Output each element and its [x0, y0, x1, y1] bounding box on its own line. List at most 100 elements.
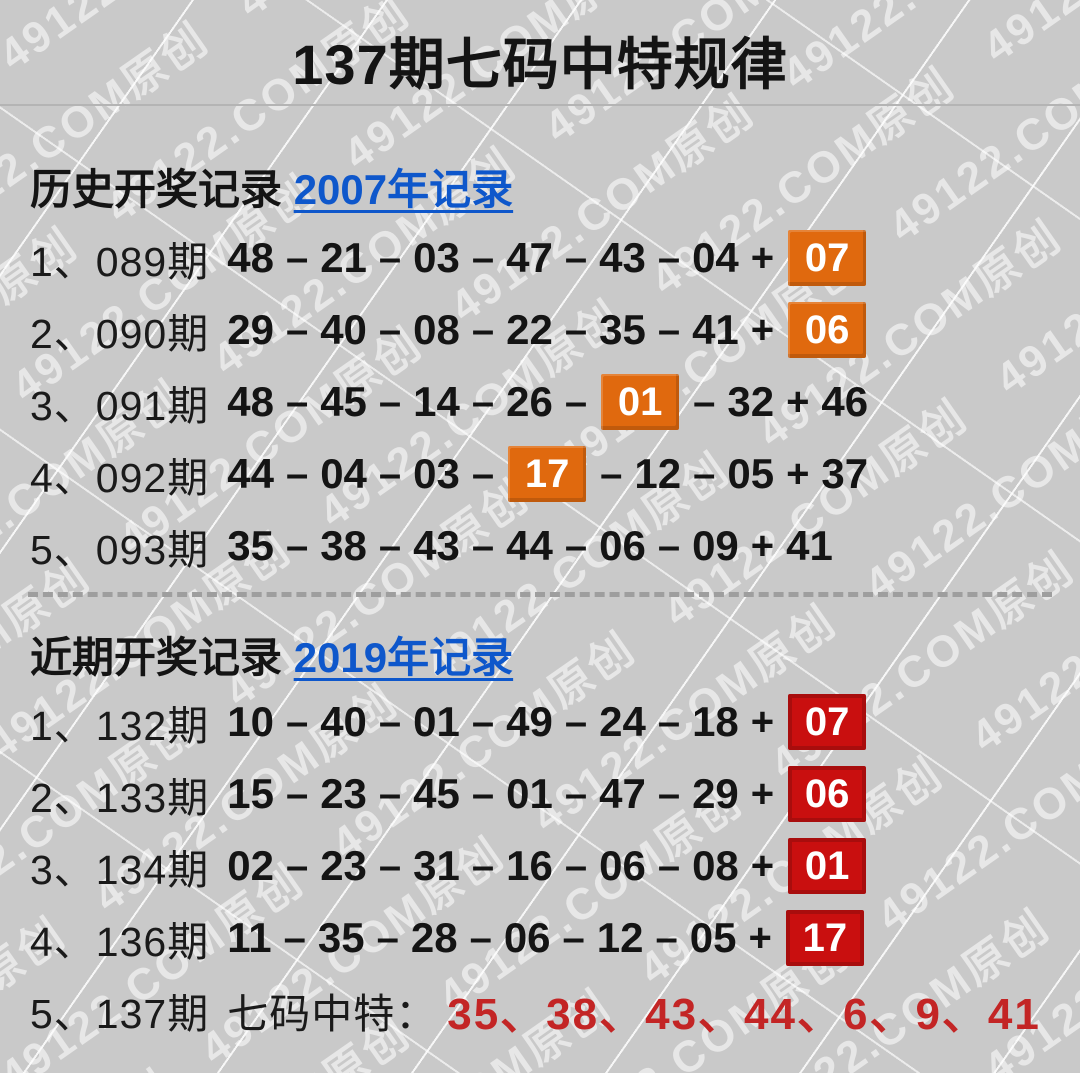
- ball-number: 16: [506, 842, 553, 889]
- separator: –: [471, 523, 495, 568]
- highlighted-number-box: 07: [788, 230, 867, 286]
- ball-number: 35: [599, 306, 646, 353]
- ball-number: 06: [503, 914, 551, 961]
- separator: +: [750, 235, 775, 280]
- separator: +: [786, 451, 810, 496]
- year-2019-link[interactable]: 2019年记录: [293, 634, 514, 681]
- separator: +: [750, 523, 775, 568]
- ball-number: 29: [227, 306, 274, 353]
- separator: –: [471, 379, 495, 424]
- separator: –: [376, 915, 399, 960]
- separator: –: [471, 771, 495, 816]
- highlighted-number-box: 01: [788, 838, 867, 894]
- row-prefix: 2、133期: [30, 775, 210, 821]
- highlighted-number-box: 06: [788, 302, 867, 358]
- page-title: 137期七码中特规律: [292, 33, 788, 96]
- ball-number: 05: [689, 914, 737, 961]
- year-2007-link[interactable]: 2007年记录: [293, 166, 514, 213]
- separator: –: [693, 379, 716, 424]
- ball-number: 02: [227, 842, 274, 889]
- ball-number: 15: [227, 770, 274, 817]
- row-prefix: 3、091期: [30, 383, 210, 429]
- separator: +: [750, 843, 775, 888]
- ball-number: 03: [413, 450, 460, 497]
- highlighted-number-box: 17: [508, 446, 587, 502]
- ball-number: 35: [227, 522, 274, 569]
- row-prefix: 5、093期: [30, 527, 210, 573]
- separator: –: [471, 307, 495, 352]
- ball-number: 45: [413, 770, 460, 817]
- separator: +: [750, 771, 775, 816]
- separator: –: [471, 235, 495, 280]
- separator: –: [693, 451, 716, 496]
- ball-number: 31: [413, 842, 460, 889]
- ball-number: 43: [599, 234, 646, 281]
- highlighted-number-box: 01: [601, 374, 680, 430]
- separator: –: [564, 523, 588, 568]
- separator: –: [285, 307, 309, 352]
- ball-number: 12: [634, 450, 682, 497]
- separator: –: [283, 915, 306, 960]
- row-prefix: 2、090期: [30, 311, 210, 357]
- recent-section-header: 近期开奖记录 2019年记录: [30, 624, 513, 685]
- row-prefix: 4、136期: [30, 919, 210, 965]
- separator: –: [285, 235, 309, 280]
- ball-number: 40: [320, 698, 367, 745]
- separator: –: [657, 843, 681, 888]
- ball-number: 48: [227, 234, 274, 281]
- record-row: 4、092期 44–04–03–17–12–05 +37: [30, 438, 1080, 510]
- ball-number: 35: [317, 914, 365, 961]
- recent-records-list: 1、132期 10–40–01–49–24–18 +07 2、133期 15–23–45…: [30, 686, 1080, 1046]
- ball-number: 47: [506, 234, 553, 281]
- predicted-numbers: 35、38、43、44、6、9、41: [447, 990, 1041, 1039]
- ball-number: 10: [227, 698, 274, 745]
- separator: –: [285, 379, 309, 424]
- ball-number: 04: [320, 450, 367, 497]
- separator: –: [378, 235, 402, 280]
- separator: –: [285, 843, 309, 888]
- separator: –: [378, 451, 402, 496]
- separator: –: [469, 915, 492, 960]
- record-row: 3、134期 02–23–31–16–06–08 +01: [30, 830, 1080, 902]
- record-row: 4、136期 11–35–28–06–12–05 +17: [30, 902, 1080, 974]
- section-divider: [28, 592, 1052, 597]
- separator: +: [750, 699, 775, 744]
- row-prefix: 1、132期: [30, 703, 210, 749]
- ball-number: 01: [413, 698, 460, 745]
- ball-number: 09: [692, 522, 739, 569]
- highlighted-number-box: 07: [788, 694, 867, 750]
- ball-number: 14: [413, 378, 460, 425]
- ball-number: 45: [320, 378, 367, 425]
- separator: +: [748, 915, 772, 960]
- row-prefix: 4、092期: [30, 455, 210, 501]
- separator: +: [786, 379, 810, 424]
- ball-number: 08: [413, 306, 460, 353]
- separator: –: [378, 699, 402, 744]
- ball-number: 11: [227, 914, 272, 961]
- history-section-header: 历史开奖记录 2007年记录: [30, 156, 513, 217]
- ball-number: 41: [692, 306, 739, 353]
- highlighted-number-box: 06: [788, 766, 867, 822]
- separator: –: [378, 771, 402, 816]
- ball-number: 22: [506, 306, 553, 353]
- separator: –: [564, 235, 588, 280]
- ball-number: 28: [410, 914, 458, 961]
- separator: –: [562, 915, 585, 960]
- separator: –: [285, 699, 309, 744]
- row-label: 七码中特：: [227, 991, 438, 1037]
- ball-number: 46: [821, 378, 869, 425]
- ball-number: 26: [506, 378, 553, 425]
- separator: –: [564, 699, 588, 744]
- separator: –: [564, 379, 588, 424]
- record-row: 1、089期 48–21–03–47–43–04 +07: [30, 222, 1080, 294]
- separator: –: [564, 307, 588, 352]
- ball-number: 04: [692, 234, 739, 281]
- ball-number: 06: [599, 522, 646, 569]
- ball-number: 06: [599, 842, 646, 889]
- ball-number: 05: [727, 450, 775, 497]
- separator: –: [657, 307, 681, 352]
- ball-number: 18: [692, 698, 739, 745]
- ball-number: 29: [692, 770, 739, 817]
- row-prefix: 1、089期: [30, 239, 210, 285]
